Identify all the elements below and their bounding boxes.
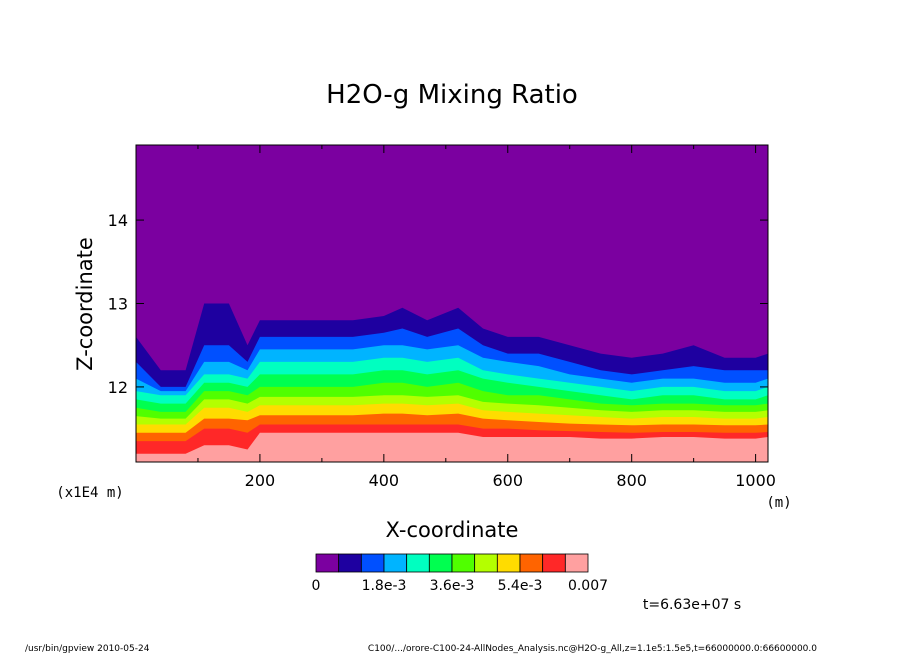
- footer-program: /usr/bin/gpview 2010-05-24: [25, 644, 150, 654]
- colorbar-swatch: [564, 553, 589, 573]
- x-unit-label: (m): [766, 495, 791, 511]
- y-tick-label: 14: [108, 211, 128, 230]
- colorbar-swatch: [428, 553, 453, 573]
- colorbar-tick-label: 5.4e-3: [498, 578, 543, 594]
- x-tick-label: 600: [492, 471, 523, 490]
- x-tick-label: 800: [616, 471, 647, 490]
- x-tick-label: 1000: [735, 471, 776, 490]
- y-unit-label: (x1E4 m): [56, 485, 123, 501]
- colorbar-tick-label: 0.007: [568, 578, 608, 594]
- colorbar-swatch: [496, 553, 521, 573]
- x-tick-label: 200: [245, 471, 276, 490]
- y-axis: 12 13 14: [108, 211, 768, 397]
- colorbar-swatch: [474, 553, 498, 573]
- colorbar-swatch: [519, 553, 544, 573]
- colorbar-tick-label: 3.6e-3: [430, 578, 475, 594]
- colorbar-labels: 0 1.8e-3 3.6e-3 5.4e-3 0.007: [312, 578, 609, 594]
- y-axis-label: Z-coordinate: [73, 237, 97, 371]
- colorbar-swatch: [406, 553, 430, 573]
- contour-field: [136, 145, 768, 462]
- colorbar-tick-label: 1.8e-3: [362, 578, 407, 594]
- time-annotation: t=6.63e+07 s: [643, 597, 741, 613]
- colorbar-swatch: [383, 553, 408, 573]
- colorbar-tick-label: 0: [312, 578, 321, 594]
- x-axis-label: X-coordinate: [386, 518, 519, 542]
- colorbar-swatch: [338, 553, 362, 573]
- x-axis: 200 400 600 800 1000: [197, 145, 776, 490]
- chart-title: H2O-g Mixing Ratio: [326, 80, 578, 110]
- footer-source: C100/.../orore-C100-24-AllNodes_Analysis…: [368, 644, 817, 654]
- contour-band-11: [136, 432, 768, 462]
- x-tick-label: 400: [369, 471, 400, 490]
- colorbar-swatch: [315, 553, 340, 573]
- colorbar-swatch: [451, 553, 476, 573]
- y-tick-label: 13: [108, 295, 128, 314]
- colorbar-swatch: [360, 553, 385, 573]
- y-tick-label: 12: [108, 378, 128, 397]
- colorbar: [315, 553, 589, 573]
- colorbar-swatch: [542, 553, 566, 573]
